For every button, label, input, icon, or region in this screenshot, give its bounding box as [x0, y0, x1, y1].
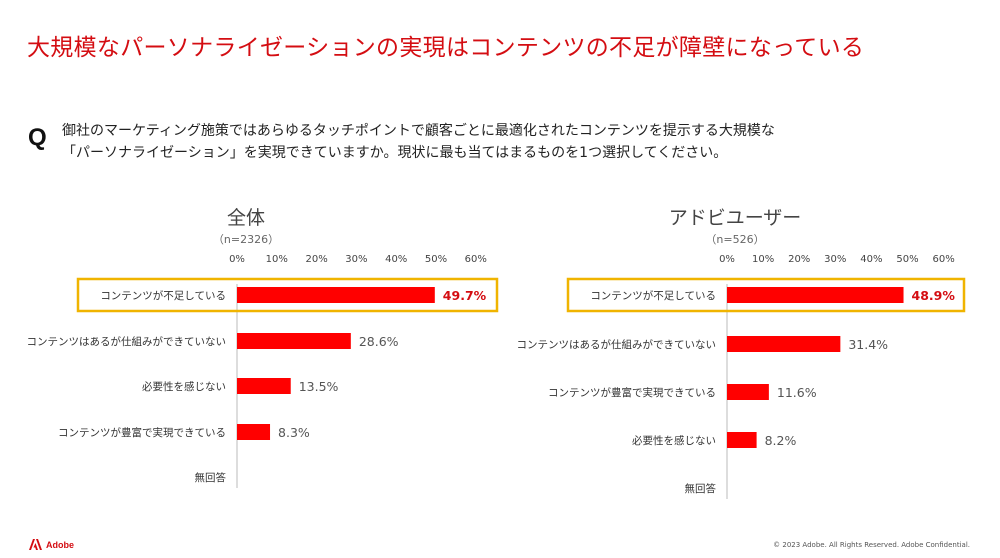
question-mark: Q [28, 124, 47, 151]
question-line-2: 「パーソナライゼーション」を実現できていますか。現状に最も当てはまるものを1つ選… [62, 145, 728, 161]
bar [237, 378, 291, 394]
data-label: 28.6% [359, 334, 399, 349]
copyright: © 2023 Adobe. All Rights Reserved. Adobe… [773, 541, 970, 549]
bar [237, 424, 271, 440]
data-label: 49.7% [443, 288, 487, 303]
data-label: 13.5% [299, 379, 339, 394]
tick-label: 50% [425, 254, 447, 265]
adobe-logo-icon [29, 539, 42, 550]
tick-label: 30% [345, 254, 367, 265]
chart-1-subtitle: （n=2326） [212, 233, 280, 246]
category-label: コンテンツが豊富で実現できている [58, 426, 226, 439]
question-text: 御社のマーケティング施策ではあらゆるタッチポイントで顧客ごとに最適化されたコンテ… [62, 120, 962, 164]
category-label: コンテンツが不足している [100, 289, 226, 302]
adobe-logo: Adobe [29, 539, 74, 550]
tick-label: 60% [465, 254, 487, 265]
tick-label: 20% [305, 254, 327, 265]
bar [237, 333, 351, 349]
question-line-1: 御社のマーケティング施策ではあらゆるタッチポイントで顧客ごとに最適化されたコンテ… [62, 123, 775, 139]
page-title: 大規模なパーソナライゼーションの実現はコンテンツの不足が障壁になっている [27, 35, 865, 61]
category-label: 必要性を感じない [142, 380, 226, 393]
category-label: 無回答 [195, 471, 227, 484]
chart-2-subtitle: （n=526） [705, 233, 765, 246]
tick-label: 10% [266, 254, 288, 265]
category-label: コンテンツはあるが仕組みができていない [27, 335, 227, 348]
adobe-logo-text: Adobe [46, 539, 74, 550]
tick-label: 0% [229, 254, 245, 265]
highlight-box [76, 277, 499, 313]
chart-1-title: 全体 [226, 207, 266, 229]
chart-2-title: アドビユーザー [668, 207, 802, 229]
tick-label: 40% [385, 254, 407, 265]
bar [237, 287, 435, 303]
data-label: 8.3% [278, 425, 310, 440]
